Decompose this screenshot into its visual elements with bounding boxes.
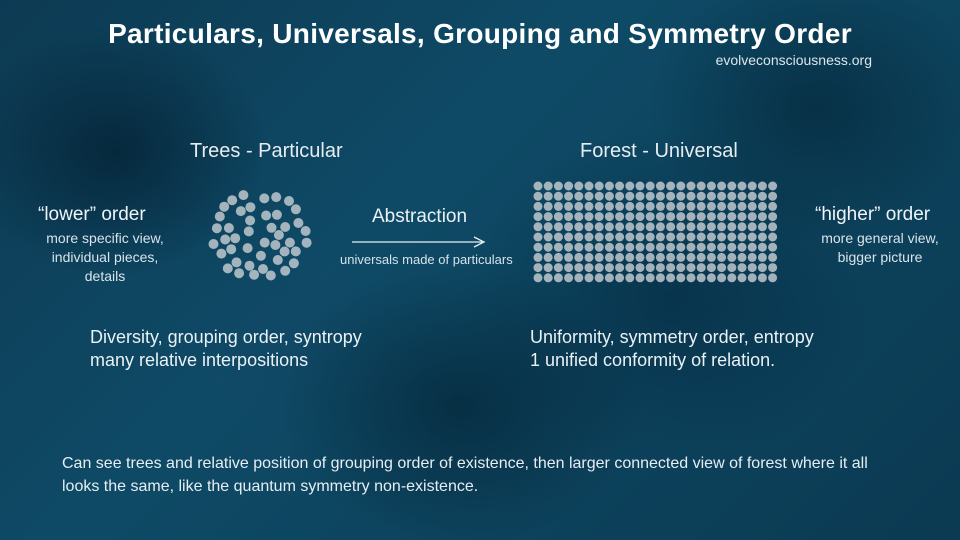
left-description: Diversity, grouping order, syntropy many… (90, 326, 362, 373)
page-title: Particulars, Universals, Grouping and Sy… (0, 18, 960, 50)
right-heading: Forest - Universal (580, 140, 738, 163)
lower-order-label: “lower” order (38, 204, 146, 226)
footer-text: Can see trees and relative position of g… (62, 453, 898, 498)
right-description: Uniformity, symmetry order, entropy 1 un… (530, 326, 814, 373)
particulars-cluster-icon (200, 176, 320, 296)
lower-order-sub: more specific view, individual pieces, d… (30, 229, 180, 286)
universal-grid-icon (530, 178, 790, 290)
left-heading: Trees - Particular (190, 140, 343, 163)
abstraction-sub: universals made of particulars (340, 252, 513, 267)
source-attribution: evolveconsciousness.org (716, 52, 872, 68)
abstraction-arrow-icon (348, 232, 498, 252)
higher-order-label: “higher” order (815, 204, 930, 226)
higher-order-sub: more general view, bigger picture (810, 229, 950, 267)
abstraction-label: Abstraction (372, 206, 467, 228)
